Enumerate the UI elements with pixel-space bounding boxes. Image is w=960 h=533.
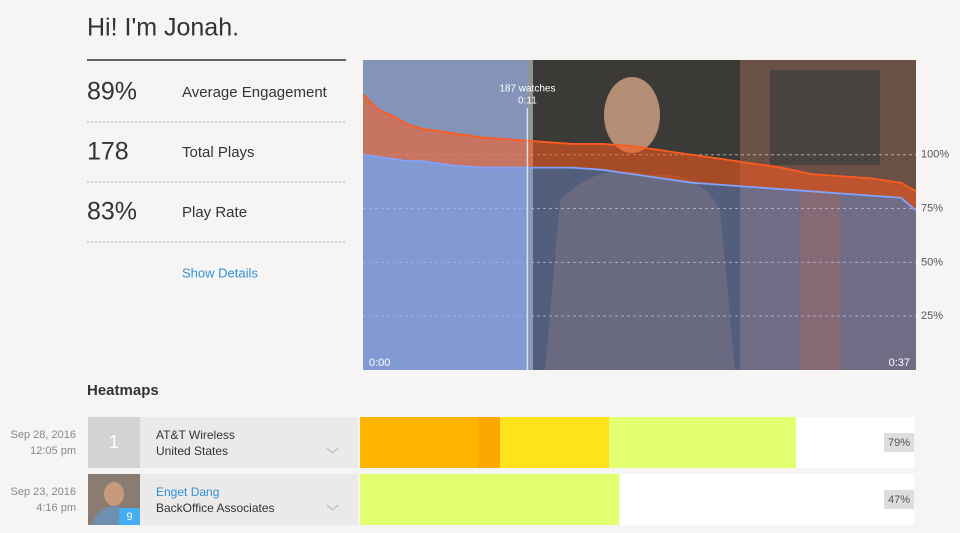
row-detail: BackOffice Associates <box>156 501 275 515</box>
heat-segment <box>500 417 610 468</box>
x-tick-label: 0:37 <box>889 357 910 369</box>
stat-value: 89% <box>87 78 137 106</box>
page-title: Hi! I'm Jonah. <box>87 14 239 42</box>
y-tick-label: 75% <box>921 202 943 214</box>
row-time: 4:16 pm <box>36 502 76 514</box>
heat-segment <box>360 417 479 468</box>
expand-chevron[interactable] <box>326 504 339 511</box>
row-date: Sep 28, 2016 <box>11 429 76 441</box>
stat-value: 83% <box>87 198 137 226</box>
video-door <box>800 190 840 370</box>
played-overlay <box>363 60 528 370</box>
heat-segment <box>609 417 796 468</box>
y-tick-label: 100% <box>921 149 949 161</box>
avatar-badge-text: 9 <box>126 511 132 523</box>
heatmaps-title: Heatmaps <box>87 382 159 399</box>
avatar-face <box>104 482 124 506</box>
value-label: 47% <box>888 494 910 506</box>
stat-label: Average Engagement <box>182 84 328 101</box>
show-details-link[interactable]: Show Details <box>182 265 258 280</box>
row-name: AT&T Wireless <box>156 428 235 442</box>
annotation-time: 0:11 <box>518 96 537 107</box>
avatar <box>88 417 140 468</box>
video-portrait <box>770 70 880 165</box>
row-name[interactable]: Enget Dang <box>156 485 219 499</box>
heat-segment <box>360 474 620 525</box>
stat-value: 178 <box>87 138 129 166</box>
row-date: Sep 23, 2016 <box>11 486 76 498</box>
video-person <box>545 170 735 370</box>
avatar-badge <box>119 508 140 525</box>
series-line <box>362 153 917 212</box>
value-label: 79% <box>888 437 910 449</box>
engagement-area <box>363 154 916 370</box>
stat-label: Total Plays <box>182 144 255 161</box>
annotation-text: 187 watches <box>499 84 555 95</box>
rewatch-area <box>363 94 916 211</box>
avatar-text: 1 <box>109 432 119 452</box>
x-tick-label: 0:00 <box>369 357 390 369</box>
heat-segment <box>478 417 501 468</box>
row-time: 12:05 pm <box>30 445 76 457</box>
video-window <box>363 60 533 370</box>
value-label-bg <box>884 490 914 509</box>
y-tick-label: 25% <box>921 310 943 322</box>
y-tick-label: 50% <box>921 256 943 268</box>
series-line <box>362 93 917 193</box>
stat-label: Play Rate <box>182 204 247 221</box>
row-detail: United States <box>156 444 228 458</box>
value-label-bg <box>884 433 914 452</box>
video-face <box>604 77 660 153</box>
expand-chevron[interactable] <box>326 447 339 454</box>
heatmaps: Sep 28, 2016 12:05 pm 1 AT&T Wireless United… <box>11 417 914 525</box>
